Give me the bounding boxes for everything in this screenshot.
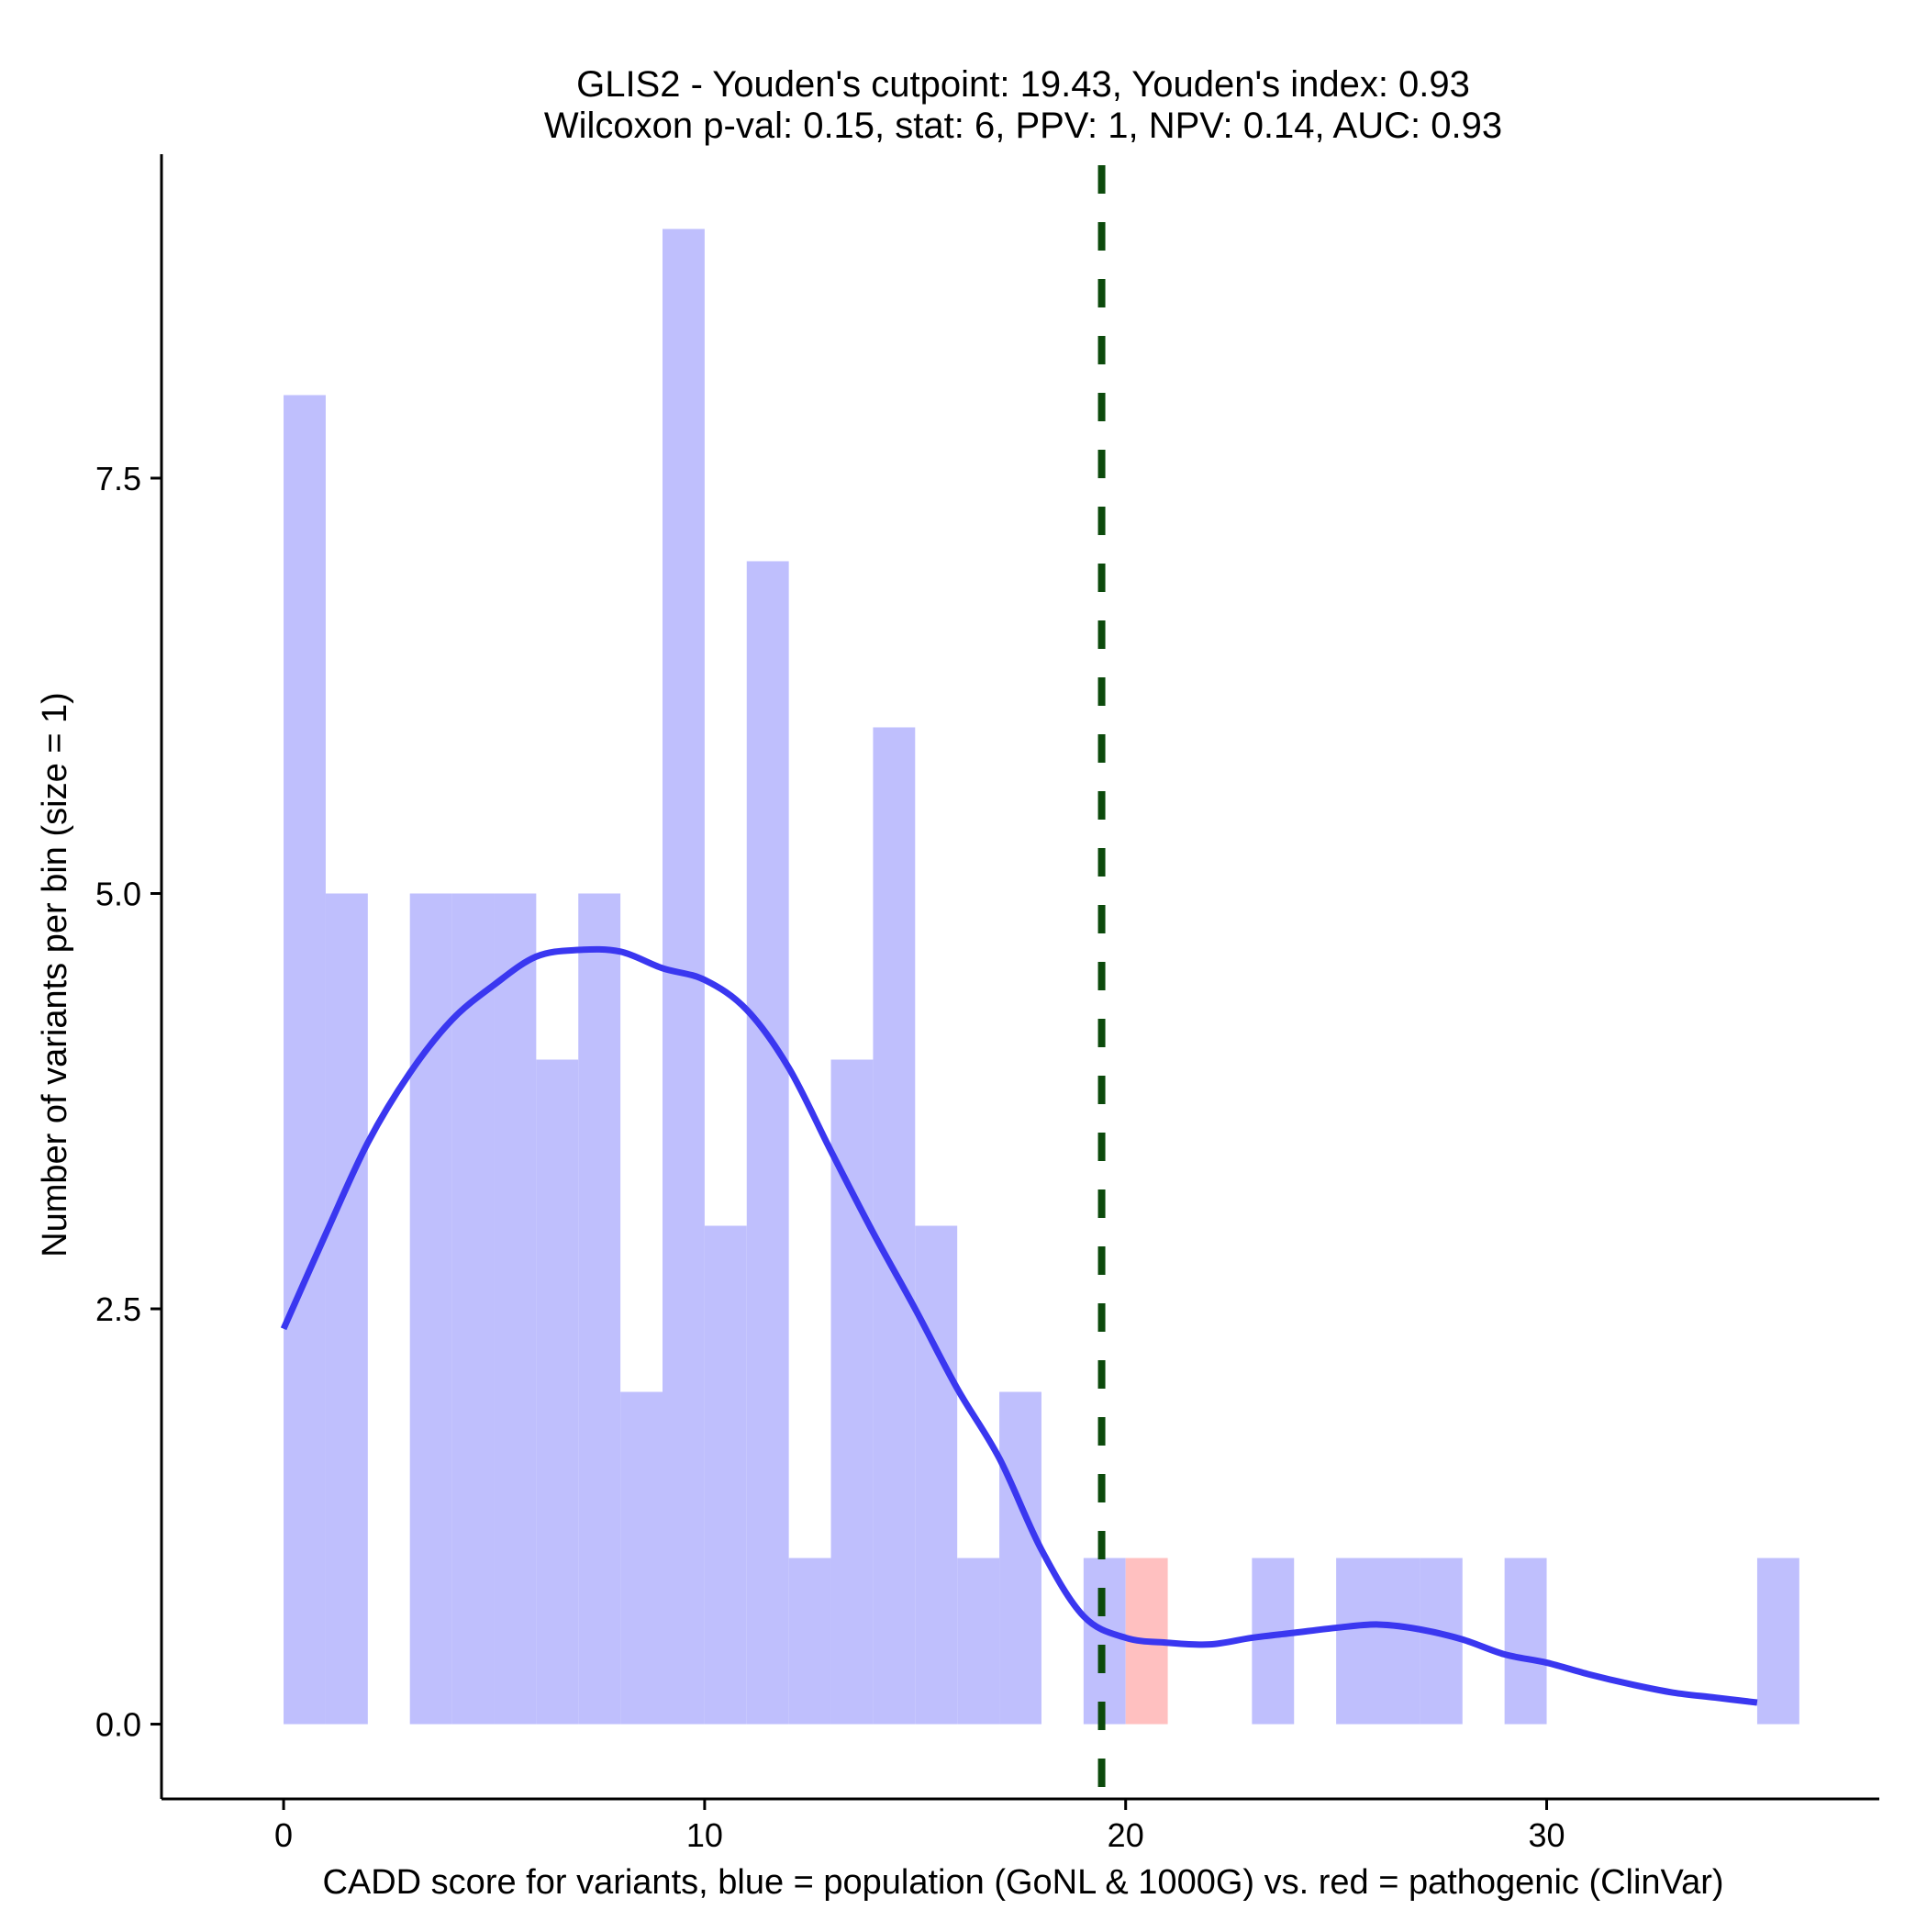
population-bar (1504, 1558, 1547, 1725)
population-bar (999, 1391, 1041, 1725)
y-axis-title: Number of variants per bin (size = 1) (36, 692, 74, 1257)
population-bar (620, 1391, 663, 1725)
density-curve-layer (280, 945, 1758, 1706)
x-tick-label: 20 (1108, 1816, 1144, 1854)
population-bar (1756, 1558, 1799, 1725)
y-tick-label: 2.5 (95, 1290, 141, 1328)
x-tick-label: 0 (274, 1816, 293, 1854)
population-bar (1083, 1558, 1126, 1725)
population-bar (746, 561, 789, 1725)
x-tick-label: 30 (1529, 1816, 1565, 1854)
population-bar (325, 893, 368, 1725)
y-tick-label: 0.0 (95, 1706, 141, 1744)
chart-title-line1: GLIS2 - Youden's cutpoint: 19.43, Youden… (576, 64, 1470, 105)
population-bar (494, 893, 537, 1725)
population-bar (1420, 1558, 1463, 1725)
y-tick-label: 7.5 (95, 460, 141, 497)
population-bar (915, 1225, 958, 1725)
density-curve (280, 945, 1758, 1706)
population-bar (536, 1059, 579, 1725)
x-axis-title: CADD score for variants, blue = populati… (322, 1863, 1723, 1902)
x-axis-ticks: 0 10 20 30 (274, 1799, 1565, 1854)
population-bar (788, 1558, 831, 1725)
population-bar (578, 893, 621, 1725)
y-axis-ticks: 0.0 2.5 5.0 7.5 (95, 460, 162, 1744)
population-bar (1252, 1558, 1295, 1725)
population-bar (284, 395, 326, 1725)
population-bar (957, 1558, 1000, 1725)
x-tick-label: 10 (686, 1816, 723, 1854)
population-bar (1378, 1558, 1420, 1725)
y-tick-label: 5.0 (95, 875, 141, 912)
chart-title-line2: Wilcoxon p-val: 0.15, stat: 6, PPV: 1, N… (544, 106, 1502, 146)
population-bar (451, 893, 495, 1725)
population-bar (704, 1225, 747, 1725)
population-bar (873, 727, 916, 1725)
population-bar (409, 893, 452, 1725)
population-bar (1336, 1558, 1378, 1725)
